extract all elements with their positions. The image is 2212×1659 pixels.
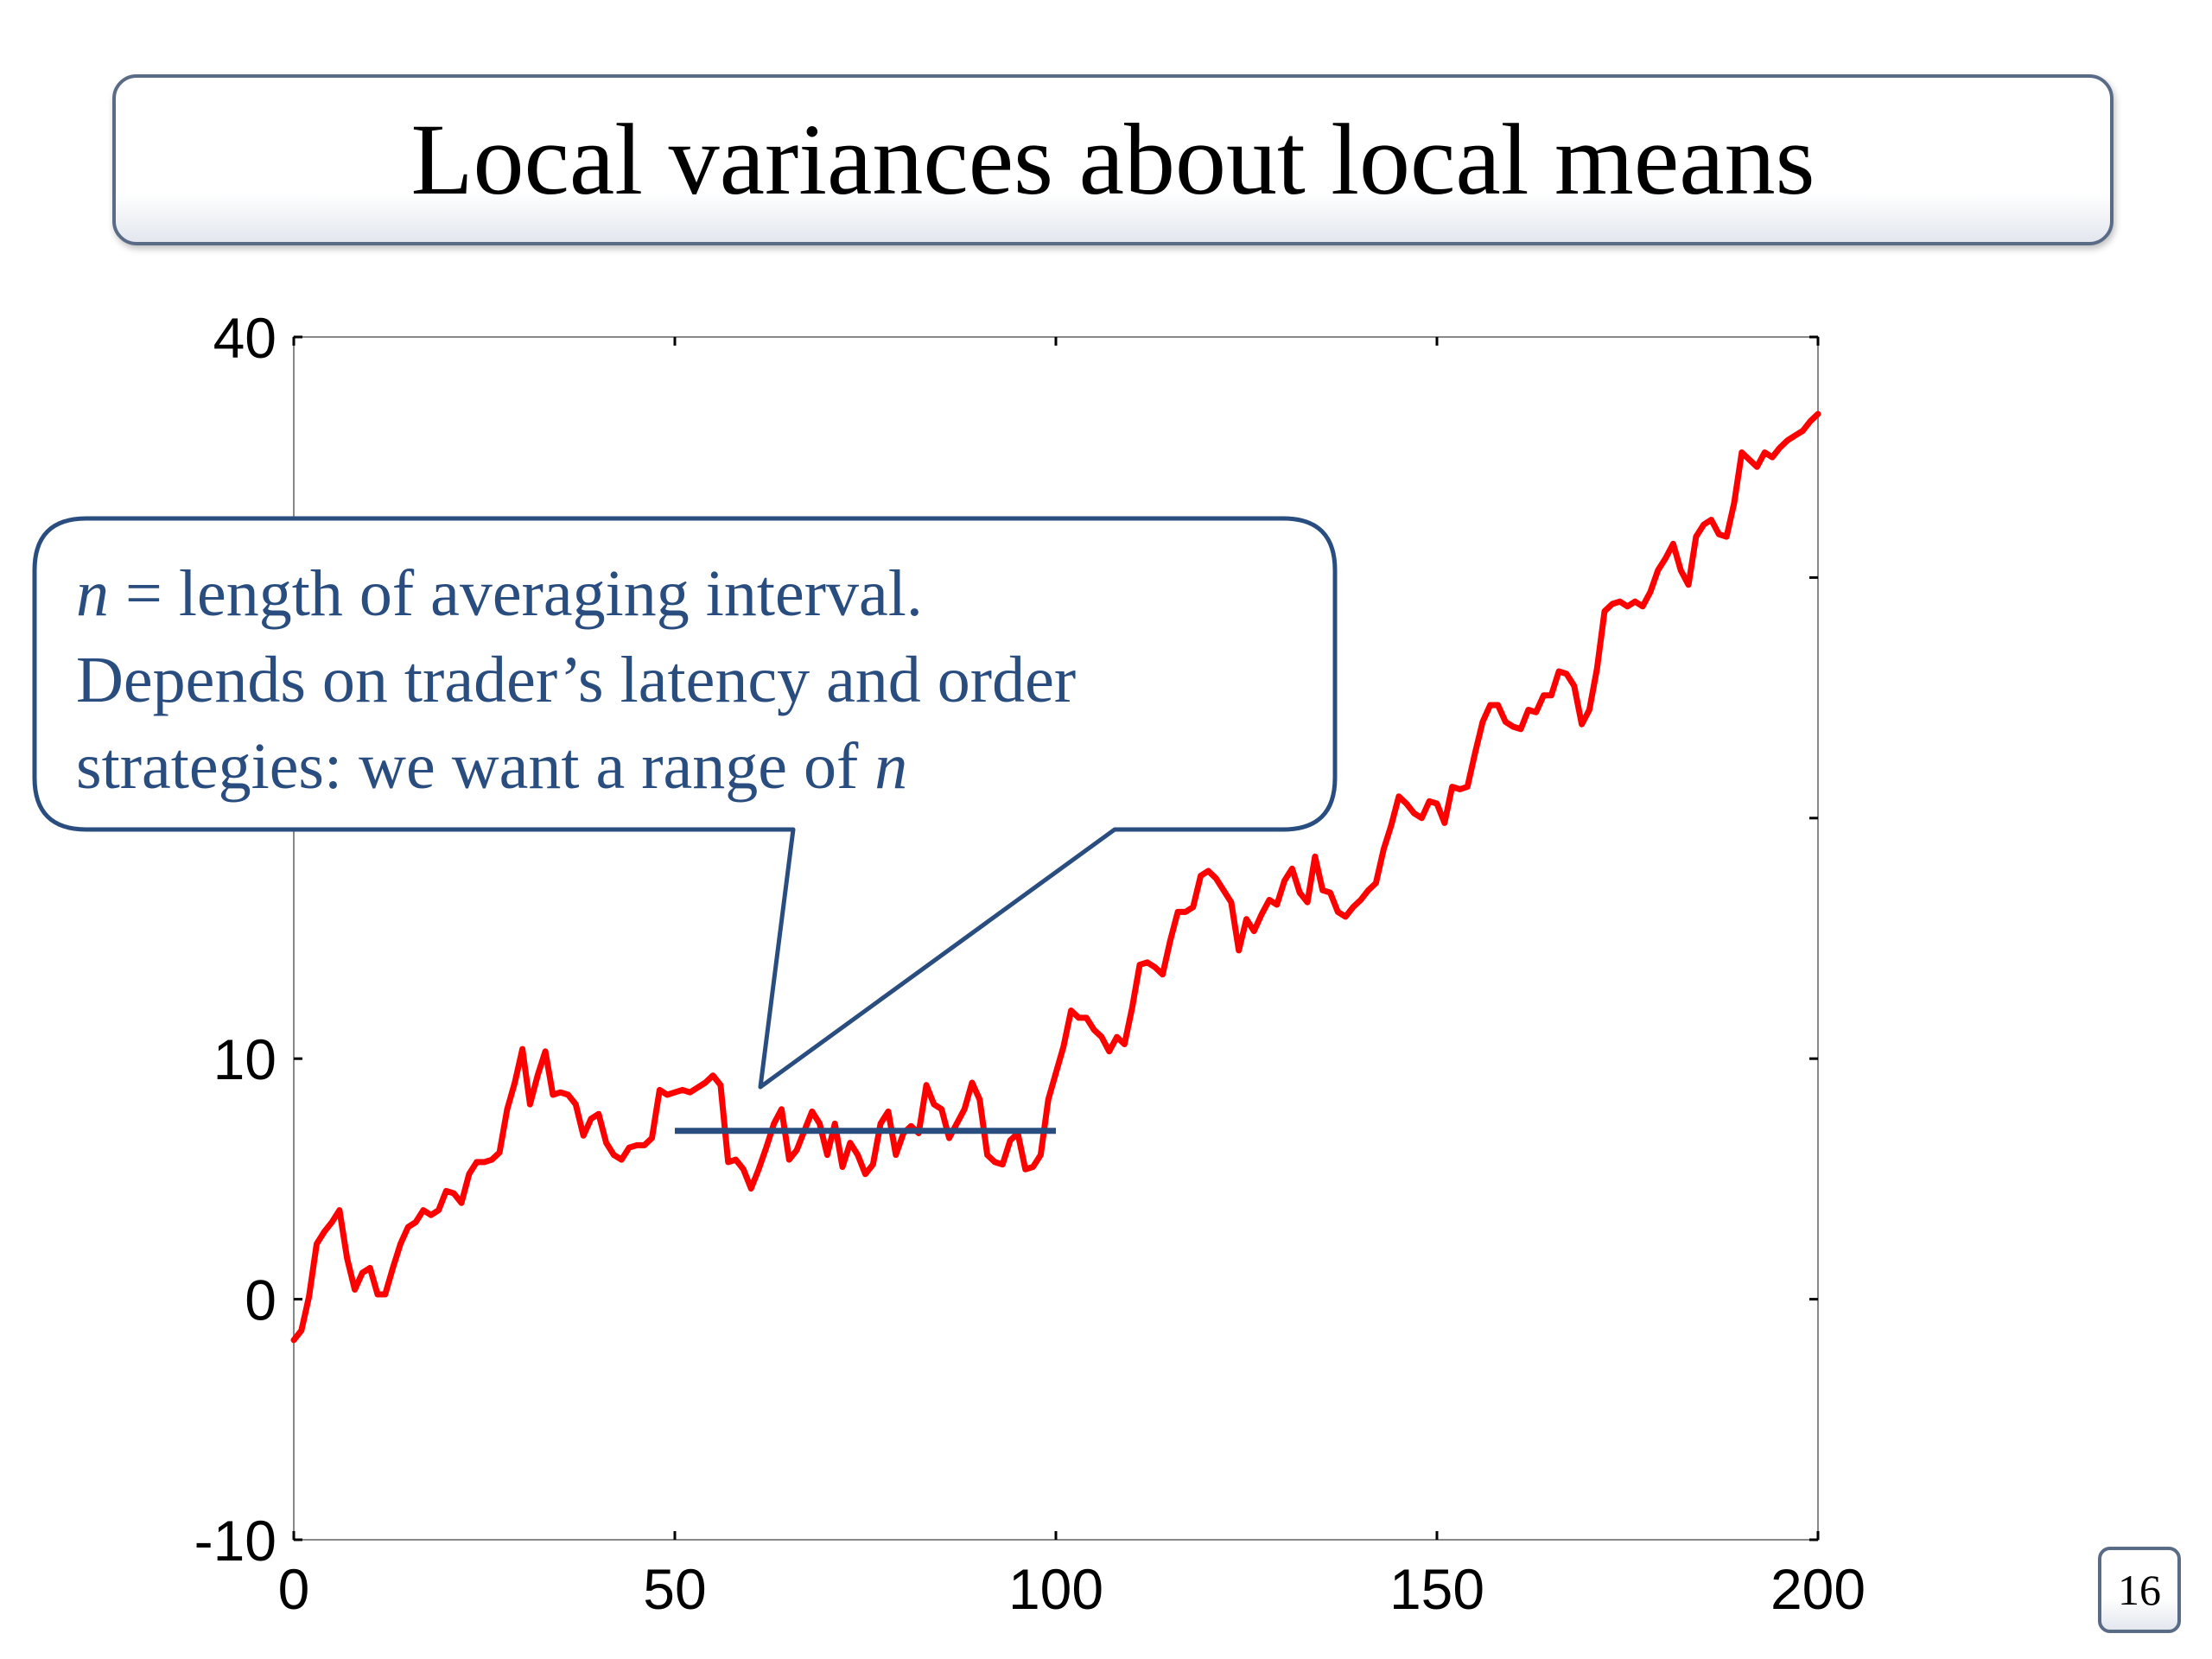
x-tick-label: 50	[643, 1557, 706, 1621]
callout-shape	[32, 516, 1338, 1090]
page-number: 16	[2098, 1547, 2181, 1633]
callout-bubble: n = length of averaging interval. Depend…	[32, 516, 1338, 1090]
y-tick-label: 10	[213, 1027, 276, 1091]
chart-series	[290, 410, 1821, 1344]
series-line	[290, 410, 1821, 1344]
y-tick-label: -10	[194, 1509, 276, 1573]
slide-title: Local variances about local means	[410, 103, 1815, 216]
slide-title-box: Local variances about local means	[112, 74, 2113, 245]
callout-line-2: Depends on trader’s latency and order	[76, 644, 1076, 716]
x-tick-label: 100	[1008, 1557, 1103, 1621]
y-tick-label: 0	[245, 1268, 276, 1332]
x-tick-label: 200	[1770, 1557, 1866, 1621]
x-tick-label: 0	[278, 1557, 310, 1621]
callout-var-n: n	[76, 557, 109, 630]
callout-line-1: n = length of averaging interval.	[76, 557, 923, 630]
callout-line-3-text: strategies: we want a range of	[76, 730, 874, 803]
callout-line-1-text: = length of averaging interval.	[109, 557, 923, 630]
x-tick-label: 150	[1389, 1557, 1484, 1621]
y-tick-label: 40	[213, 306, 276, 370]
callout-var-n-2: n	[874, 730, 907, 803]
callout-line-3: strategies: we want a range of n	[76, 730, 907, 803]
